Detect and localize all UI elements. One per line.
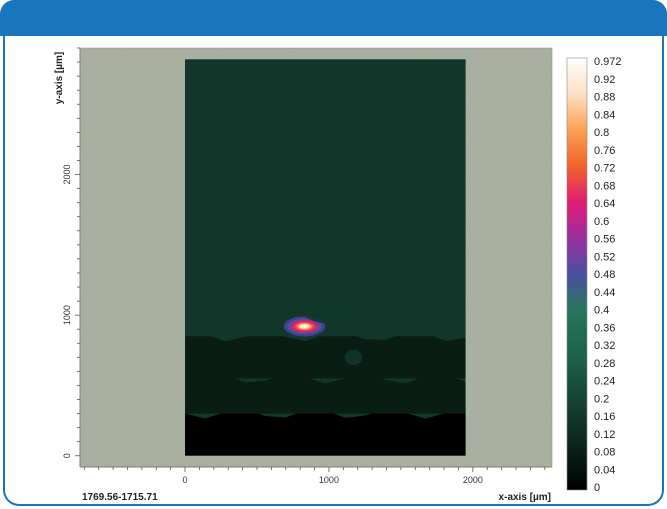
colorbar-tick-label: 0.84	[594, 109, 615, 121]
heatmap-feature	[300, 292, 358, 324]
colorbar-tick-label: 0.28	[594, 358, 615, 370]
colorbar-tick-label: 0.04	[594, 464, 615, 476]
colorbar-tick-label: 0.44	[594, 287, 615, 299]
plot-border	[79, 47, 553, 468]
colorbar-tick-label: 0.24	[594, 376, 615, 388]
y-axis-label: y-axis [µm]	[54, 52, 65, 104]
colorbar-tick-label: 0.6	[594, 216, 609, 228]
x-tick-label: 1000	[319, 475, 339, 485]
heatmap-feature	[362, 181, 383, 196]
colorbar-tick-label: 0.2	[594, 393, 609, 405]
colorbar-tick-label: 0.72	[594, 163, 615, 175]
heatmap-feature	[344, 349, 363, 366]
colorbar-tick-label: 0.16	[594, 411, 615, 423]
colorbar-tick-label: 0.36	[594, 322, 615, 334]
colorbar-tick-label: 0.76	[594, 145, 615, 157]
heatmap-feature	[409, 199, 436, 220]
colorbar-tick-label: 0.52	[594, 251, 615, 263]
colorbar-tick-label: 0.8	[594, 127, 609, 139]
heatmap-band	[185, 240, 466, 337]
sample-label: 1769.56-1715.71	[82, 492, 158, 503]
colorbar-tick-label: 0.56	[594, 234, 615, 246]
colorbar-tick-label: 0.32	[594, 340, 615, 352]
colorbar-tick-label: 0.88	[594, 92, 615, 104]
colorbar-tick-label: 0.92	[594, 74, 615, 86]
heatmap-band	[185, 59, 466, 245]
heatmap-band	[185, 373, 466, 414]
heatmap-feature	[192, 198, 207, 213]
header-bar	[0, 0, 667, 36]
y-tick-label: 0	[62, 453, 72, 458]
y-tick-label: 2000	[62, 165, 72, 185]
x-axis-label: x-axis [µm]	[499, 492, 551, 503]
x-tick-label: 0	[183, 475, 188, 485]
x-tick-label: 2000	[463, 475, 483, 485]
heatmap-band	[185, 331, 466, 379]
heatmap-band	[185, 408, 466, 456]
colorbar-tick-label: 0.48	[594, 269, 615, 281]
colorbar-tick-label: 0	[594, 482, 600, 494]
colorbar-tick-label: 0.64	[594, 198, 615, 210]
colorbar-scale	[566, 57, 588, 491]
colorbar-tick-label: 0.972	[594, 56, 622, 68]
colorbar: 0.972 0.92 0.88 0.84 0.8 0.76 0.72 0.68 0.64 0.6 0…	[566, 56, 622, 494]
plot-axes: 0 1000 2000 0 1000 2000	[62, 47, 553, 485]
colorbar-tick-label: 0.4	[594, 305, 609, 317]
colorbar-tick-label: 0.68	[594, 180, 615, 192]
colorbar-tick-label: 0.08	[594, 447, 615, 459]
heatmap-map	[185, 59, 466, 456]
hotspot-peak	[287, 318, 322, 335]
heatmap-feature	[291, 152, 309, 169]
colorbar-tick-label: 0.12	[594, 429, 615, 441]
y-tick-label: 1000	[62, 305, 72, 325]
